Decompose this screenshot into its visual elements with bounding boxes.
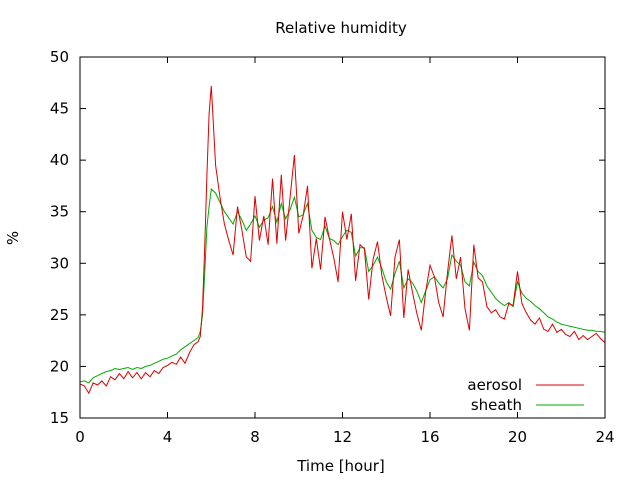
- y-tick-label: 45: [50, 100, 69, 118]
- x-tick-label: 8: [250, 428, 260, 446]
- legend: aerosol sheath: [467, 376, 584, 414]
- x-tick-label: 20: [508, 428, 527, 446]
- plot-area: [79, 85, 606, 395]
- y-tick-label: 50: [50, 48, 69, 66]
- x-tick-label: 12: [333, 428, 352, 446]
- axis-ticks: [79, 56, 606, 419]
- y-tick-label: 25: [50, 306, 69, 324]
- x-axis-label: Time [hour]: [296, 457, 385, 475]
- legend-label-aerosol: aerosol: [467, 376, 522, 394]
- y-axis-label: %: [4, 231, 22, 245]
- x-tick-label: 0: [75, 428, 85, 446]
- x-tick-label: 24: [595, 428, 614, 446]
- y-tick-label: 30: [50, 254, 69, 272]
- series-line-sheath: [79, 187, 606, 384]
- x-tick-label: 4: [163, 428, 173, 446]
- series-line-aerosol: [79, 85, 606, 395]
- axis-tick-labels: 15 20 25 30 35 40 45 50 0 4 8 12 16 20 24: [50, 48, 615, 446]
- y-tick-label: 15: [50, 409, 69, 427]
- legend-label-sheath: sheath: [471, 396, 522, 414]
- y-tick-label: 20: [50, 357, 69, 375]
- chart-title: Relative humidity: [275, 19, 407, 37]
- y-tick-label: 40: [50, 151, 69, 169]
- x-tick-label: 16: [420, 428, 439, 446]
- y-tick-label: 35: [50, 203, 69, 221]
